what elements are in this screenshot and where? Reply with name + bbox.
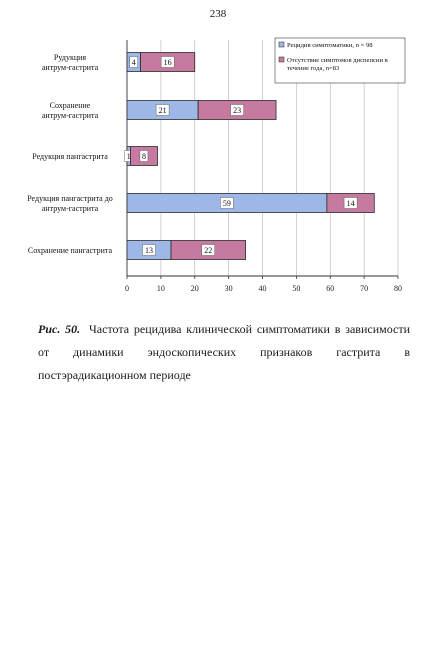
page-number: 238 bbox=[209, 8, 227, 20]
x-tick-label: 0 bbox=[125, 284, 129, 293]
data-label-box bbox=[139, 150, 149, 162]
chart-legend: Рецидив симптоматики, n = 98 Отсутствие с… bbox=[274, 37, 406, 84]
bar-chart: 4 16 21 23 1 8 59 14 13 22 Рудукция антрум-гастрит… bbox=[27, 37, 406, 293]
category-label: Рудукция антрум-гастрита bbox=[42, 53, 99, 72]
data-label: 13 bbox=[145, 246, 153, 255]
data-label-box bbox=[160, 56, 175, 68]
x-tick-label: 20 bbox=[191, 284, 199, 293]
legend-swatch bbox=[278, 56, 285, 63]
x-tick-label: 60 bbox=[326, 284, 334, 293]
data-label-box bbox=[230, 104, 244, 116]
legend-label: Рецидив симптоматики, n = 98 bbox=[287, 42, 373, 49]
data-label: 22 bbox=[204, 246, 212, 255]
category-label: Редукция пангастрита до антрум-гастрита bbox=[27, 194, 113, 213]
data-label: 1 bbox=[127, 152, 131, 161]
data-label: 16 bbox=[164, 58, 172, 67]
legend-swatch bbox=[278, 41, 285, 48]
x-tick-label: 70 bbox=[360, 284, 368, 293]
x-tick-labels: 0 10 20 30 40 50 60 70 80 bbox=[125, 284, 402, 293]
chart-bars: 4 16 21 23 1 8 59 14 13 22 bbox=[124, 52, 375, 260]
data-label-box bbox=[142, 244, 156, 256]
data-label: 8 bbox=[142, 152, 146, 161]
figure-caption: Рис. 50. Частота рецидива клинической си… bbox=[38, 318, 410, 387]
legend-box bbox=[274, 37, 406, 84]
category-label: Сохранение антрум-гастрита bbox=[42, 101, 99, 120]
data-label: 23 bbox=[233, 106, 241, 115]
data-label-box bbox=[343, 197, 358, 209]
data-label-box bbox=[129, 56, 138, 68]
category-label: Сохранение пангастрита bbox=[28, 246, 113, 255]
category-label: Редукция пангастрита bbox=[32, 152, 108, 161]
data-label: 21 bbox=[159, 106, 167, 115]
x-tick-label: 40 bbox=[259, 284, 267, 293]
data-label-box bbox=[155, 104, 170, 116]
legend-label: Отсутствие симптомов диспепсии в течение … bbox=[287, 57, 388, 72]
x-tick-label: 10 bbox=[157, 284, 165, 293]
data-label: 59 bbox=[223, 199, 231, 208]
data-label-box bbox=[220, 197, 234, 209]
x-tick-label: 50 bbox=[292, 284, 300, 293]
category-labels: Рудукция антрум-гастрита Сохранение антрум-… bbox=[27, 53, 113, 255]
x-tick-label: 80 bbox=[394, 284, 402, 293]
figure-caption-text: Частота рецидива клинической симптоматик… bbox=[38, 322, 410, 382]
x-tick-label: 30 bbox=[225, 284, 233, 293]
data-label-box bbox=[201, 244, 216, 256]
figure-label: Рис. 50. bbox=[38, 322, 81, 336]
data-label: 4 bbox=[132, 58, 136, 67]
data-label: 14 bbox=[347, 199, 355, 208]
